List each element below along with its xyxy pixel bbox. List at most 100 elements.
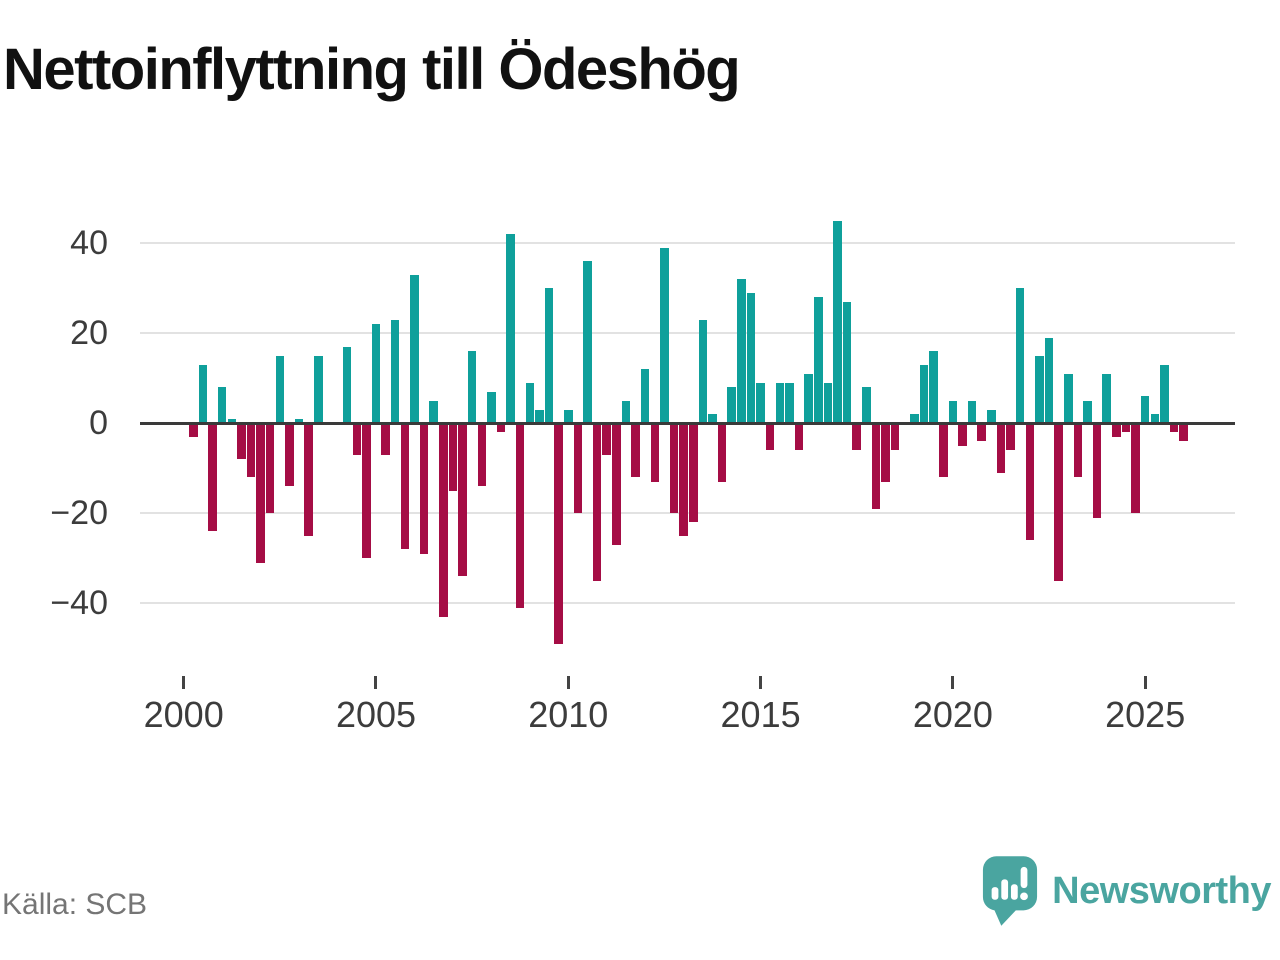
bar-2025Q4 xyxy=(1169,423,1179,432)
bar-2022Q2 xyxy=(1035,355,1044,423)
bar-2000Q3 xyxy=(198,364,208,423)
bar-2008Q2 xyxy=(496,423,506,432)
bar-2014Q1 xyxy=(717,423,727,482)
bar-2023Q1 xyxy=(1064,373,1073,423)
bar-2019Q3 xyxy=(929,351,938,423)
bar-2010Q3 xyxy=(583,261,592,423)
bar-2021Q2 xyxy=(996,423,1006,473)
bar-2005Q1 xyxy=(371,324,381,423)
x-axis-tick-label: 2000 xyxy=(143,694,224,735)
bar-2007Q3 xyxy=(467,351,477,423)
bar-2006Q3 xyxy=(429,400,438,423)
gridline xyxy=(140,242,1235,244)
bar-2001Q4 xyxy=(246,423,256,477)
x-axis-line xyxy=(140,421,1235,425)
bar-2011Q2 xyxy=(612,423,621,545)
newsworthy-logo: Newsworthy xyxy=(981,854,1271,928)
bar-2012Q4 xyxy=(669,423,679,513)
bar-2008Q1 xyxy=(487,391,496,423)
bar-2017Q4 xyxy=(862,387,871,423)
bar-2017Q1 xyxy=(833,220,842,423)
bar-2011Q4 xyxy=(631,423,640,477)
bar-2014Q3 xyxy=(737,279,746,423)
bar-2010Q1 xyxy=(564,409,573,423)
y-axis-tick-label: 40 xyxy=(70,224,108,262)
bar-2016Q2 xyxy=(804,373,813,423)
bar-2026Q1 xyxy=(1179,423,1188,441)
bar-2006Q2 xyxy=(419,423,429,554)
bar-2003Q1 xyxy=(294,418,304,423)
newsworthy-bubble-chart-icon xyxy=(983,856,1038,926)
bar-2019Q1 xyxy=(910,414,919,423)
y-axis-tick-label: −20 xyxy=(50,494,108,532)
bar-2018Q2 xyxy=(881,423,890,482)
bar-2002Q4 xyxy=(285,423,294,486)
bar-2016Q4 xyxy=(823,382,833,423)
bar-2002Q2 xyxy=(265,423,275,513)
bar-2023Q3 xyxy=(1083,400,1092,423)
bar-2013Q2 xyxy=(689,423,698,522)
bar-2008Q3 xyxy=(506,234,515,423)
bar-2013Q1 xyxy=(679,423,688,536)
bar-2003Q2 xyxy=(304,423,313,536)
x-axis-tick-label: 2015 xyxy=(720,694,801,735)
bar-2007Q4 xyxy=(477,423,486,486)
bar-2006Q1 xyxy=(410,274,419,423)
bar-2009Q4 xyxy=(554,423,563,644)
bar-2005Q4 xyxy=(400,423,410,549)
chart-title: Nettoinflyttning till Ödeshög xyxy=(3,37,741,102)
bar-2025Q3 xyxy=(1160,364,1169,423)
bar-2000Q4 xyxy=(208,423,217,531)
bar-2001Q2 xyxy=(227,418,236,423)
bar-2018Q1 xyxy=(871,423,881,509)
bar-2017Q2 xyxy=(842,301,852,423)
gridline xyxy=(140,332,1235,334)
x-axis-tick xyxy=(1143,676,1147,689)
bar-2016Q1 xyxy=(794,423,804,450)
newsworthy-logo-text: Newsworthy xyxy=(1052,869,1271,912)
bar-2021Q3 xyxy=(1006,423,1015,450)
bar-2017Q3 xyxy=(852,423,861,450)
bar-2021Q1 xyxy=(987,409,996,423)
bar-2005Q2 xyxy=(381,423,390,455)
bar-2013Q3 xyxy=(698,319,708,423)
bar-2010Q2 xyxy=(573,423,583,513)
bar-2010Q4 xyxy=(592,423,602,581)
bar-2015Q1 xyxy=(756,382,765,423)
bar-2011Q3 xyxy=(621,400,631,423)
x-axis-tick-label: 2010 xyxy=(528,694,609,735)
bar-2009Q2 xyxy=(535,409,544,423)
bar-2023Q4 xyxy=(1092,423,1102,518)
bar-2001Q1 xyxy=(217,387,227,423)
bar-2025Q2 xyxy=(1150,414,1160,423)
source-note: Källa: SCB xyxy=(2,888,148,921)
bar-2024Q1 xyxy=(1102,373,1111,423)
bar-2004Q4 xyxy=(362,423,371,558)
bar-2007Q1 xyxy=(448,423,458,491)
gridline xyxy=(140,602,1235,604)
bar-2018Q3 xyxy=(890,423,900,450)
bar-2001Q3 xyxy=(237,423,246,459)
bar-2003Q3 xyxy=(314,355,323,423)
bar-2016Q3 xyxy=(814,297,823,423)
bar-2015Q3 xyxy=(775,382,785,423)
bar-2014Q4 xyxy=(746,292,756,423)
bar-2004Q2 xyxy=(342,346,352,423)
x-axis-tick-label: 2005 xyxy=(335,694,417,735)
bar-2023Q2 xyxy=(1073,423,1083,477)
bar-2019Q2 xyxy=(919,364,929,423)
bar-2009Q3 xyxy=(544,288,554,423)
bar-2008Q4 xyxy=(515,423,525,608)
bar-2015Q2 xyxy=(765,423,775,450)
bar-2020Q4 xyxy=(977,423,986,441)
bar-2011Q1 xyxy=(602,423,611,455)
bar-2014Q2 xyxy=(727,387,736,423)
bar-2020Q2 xyxy=(958,423,967,446)
bar-2025Q1 xyxy=(1140,396,1150,423)
bar-2002Q3 xyxy=(275,355,285,423)
bar-2002Q1 xyxy=(256,423,265,563)
bar-2022Q1 xyxy=(1025,423,1035,540)
bar-2024Q3 xyxy=(1121,423,1131,432)
x-axis-tick xyxy=(951,676,955,689)
